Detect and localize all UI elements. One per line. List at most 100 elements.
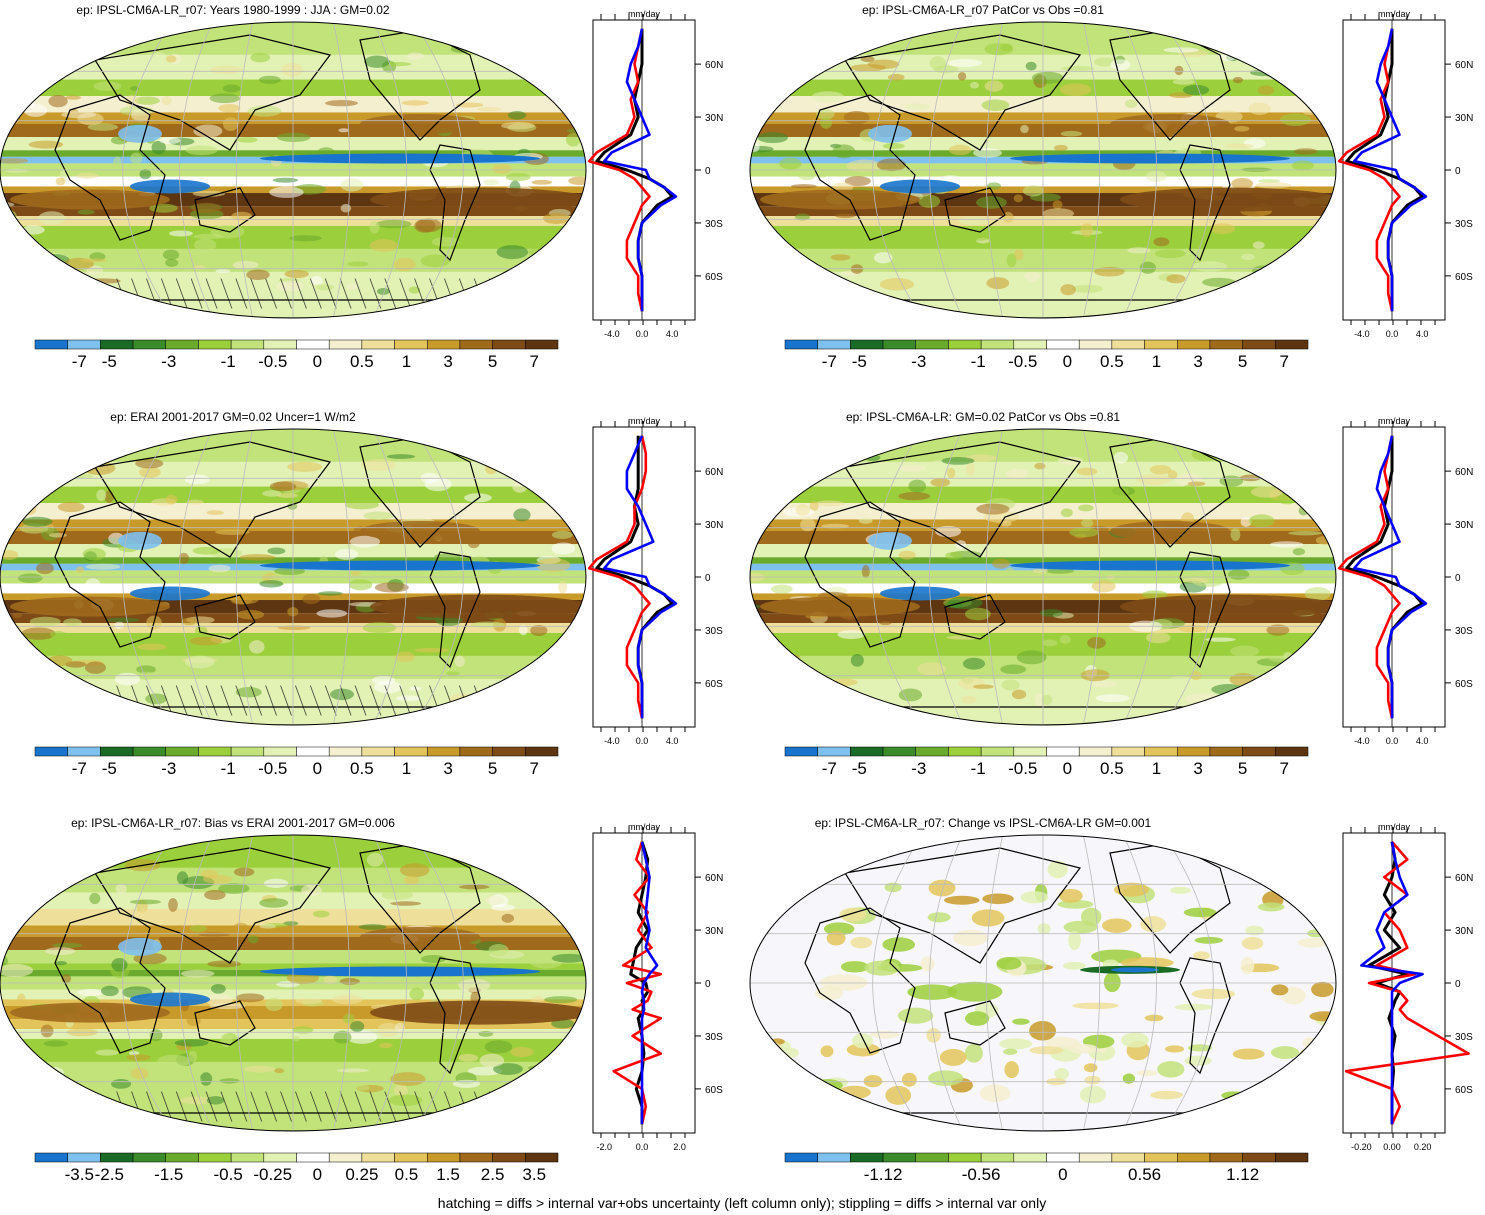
graticule-lon	[235, 835, 254, 1131]
graticule-lon	[929, 429, 963, 725]
colorbar-label: -7	[72, 352, 87, 371]
graticule-lon	[235, 22, 254, 318]
graticule-lon	[1163, 429, 1214, 725]
zonal-unit: mm/day	[628, 822, 661, 832]
colorbar-swatch	[948, 746, 982, 757]
colorbar-swatch	[1144, 746, 1178, 757]
graticule-lon	[1123, 22, 1157, 318]
colorbar-swatch	[132, 1152, 166, 1163]
zonal-unit: mm/day	[628, 9, 661, 19]
zonal-x-tick-label: 4.0	[666, 329, 679, 339]
colorbar-swatch	[1209, 339, 1243, 350]
continent-outline	[194, 187, 256, 233]
colorbar-label: 1	[1152, 759, 1161, 778]
colorbar-swatch	[1046, 339, 1080, 350]
colorbar-swatch	[263, 1152, 297, 1163]
graticule-lon	[332, 429, 351, 725]
lat-tick-label: 0	[705, 979, 711, 990]
colorbar-label: -5	[102, 759, 117, 778]
map-border	[0, 21, 587, 319]
colorbar-swatch	[230, 746, 265, 757]
graticule-lon	[413, 22, 464, 318]
zonal-series-line	[602, 28, 678, 312]
panel-p2: ep: IPSL-CM6A-LR_r07 PatCor vs Obs =0.81…	[749, 3, 1473, 371]
colorbar-swatch	[784, 1152, 818, 1163]
colorbar-swatch	[850, 1152, 884, 1163]
lat-tick-label: 60S	[705, 679, 723, 690]
graticule-lon	[179, 429, 213, 725]
zonal-unit: mm/day	[628, 416, 661, 426]
graticule-lon	[1082, 835, 1101, 1131]
panel-p6: ep: IPSL-CM6A-LR_r07: Change vs IPSL-CM6…	[749, 816, 1473, 1184]
colorbar-swatch	[980, 1152, 1015, 1163]
colorbar-swatch	[394, 339, 428, 350]
lat-tick-label: 60N	[705, 60, 723, 71]
zonal-x-tick-label: 0.0	[1386, 329, 1399, 339]
zonal-unit: mm/day	[1378, 822, 1411, 832]
continent-outline	[944, 187, 1006, 233]
colorbar-swatch	[850, 746, 884, 757]
colorbar: -7 -5 -3 -1 -0.5 0 0.5 1 3 5 7	[784, 339, 1309, 371]
continent-outline	[1179, 144, 1231, 262]
colorbar-label: -3.5	[65, 1165, 94, 1184]
colorbar-label: -1	[971, 352, 986, 371]
colorbar-label: 1	[402, 352, 411, 371]
colorbar-swatch	[1046, 1152, 1080, 1163]
map-border	[0, 834, 587, 1132]
colorbar-swatch	[817, 1152, 851, 1163]
colorbar: -7 -5 -3 -1 -0.5 0 0.5 1 3 5 7	[784, 746, 1309, 778]
lat-tick-label: 30N	[1455, 520, 1473, 531]
colorbar-swatch	[67, 1152, 101, 1163]
colorbar-label: 0.5	[350, 352, 374, 371]
lat-tick-label: 60N	[705, 873, 723, 884]
lat-tick-label: 60S	[705, 1085, 723, 1096]
colorbar-label: -7	[72, 759, 87, 778]
colorbar-label: 7	[1279, 352, 1288, 371]
colorbar-label: 0	[313, 759, 322, 778]
panels-root: ep: IPSL-CM6A-LR_r07: Years 1980-1999 : …	[0, 3, 1473, 1184]
colorbar-swatch	[1177, 339, 1211, 350]
colorbar-swatch	[296, 746, 330, 757]
colorbar-swatch	[427, 339, 461, 350]
zonal-mean-panel: mm/day 60N 30N 0 30S 60S -4.0 0.0 4.0	[587, 416, 723, 746]
map-field	[750, 835, 1336, 1131]
lat-tick-label: 60S	[1455, 679, 1473, 690]
continent-outline	[944, 594, 1006, 640]
panel-title: ep: IPSL-CM6A-LR: GM=0.02 PatCor vs Obs …	[846, 410, 1120, 424]
zonal-unit: mm/day	[1378, 416, 1411, 426]
colorbar-swatch	[296, 339, 330, 350]
colorbar-swatch	[230, 339, 265, 350]
colorbar-label: 0	[313, 1165, 322, 1184]
map-border	[749, 834, 1337, 1132]
lat-tick-label: 30S	[1455, 1032, 1473, 1043]
graticule-lon	[929, 22, 963, 318]
colorbar-swatch	[67, 339, 101, 350]
colorbar-label: -1	[221, 352, 236, 371]
colorbar-swatch	[198, 746, 232, 757]
graticule-lon	[332, 835, 351, 1131]
zonal-series-line	[1352, 435, 1428, 719]
graticule-lon	[179, 835, 213, 1131]
colorbar-label: -7	[822, 759, 837, 778]
lat-tick-label: 30N	[705, 113, 723, 124]
colorbar-label: -0.5	[258, 352, 287, 371]
zonal-x-tick-label: -0.20	[1351, 1142, 1372, 1152]
panel-title: ep: ERAI 2001-2017 GM=0.02 Uncer=1 W/m2	[110, 410, 356, 424]
zonal-mean-panel: mm/day 60N 30N 0 30S 60S -4.0 0.0 4.0	[587, 9, 723, 339]
colorbar-label: 3	[1193, 352, 1202, 371]
colorbar-swatch	[1242, 1152, 1276, 1163]
colorbar-swatch	[394, 1152, 428, 1163]
graticule-lon	[413, 429, 464, 725]
panel-p1: ep: IPSL-CM6A-LR_r07: Years 1980-1999 : …	[0, 3, 723, 371]
colorbar-swatch	[1144, 339, 1178, 350]
colorbar-swatch	[1177, 746, 1211, 757]
colorbar-label: -3	[911, 352, 926, 371]
continent-outline	[429, 144, 481, 262]
continent-outline	[94, 34, 332, 151]
colorbar-swatch	[427, 1152, 461, 1163]
graticule-lon	[1163, 835, 1214, 1131]
colorbar-swatch	[1013, 1152, 1047, 1163]
continent-outline	[94, 847, 332, 964]
colorbar-swatch	[1111, 1152, 1145, 1163]
